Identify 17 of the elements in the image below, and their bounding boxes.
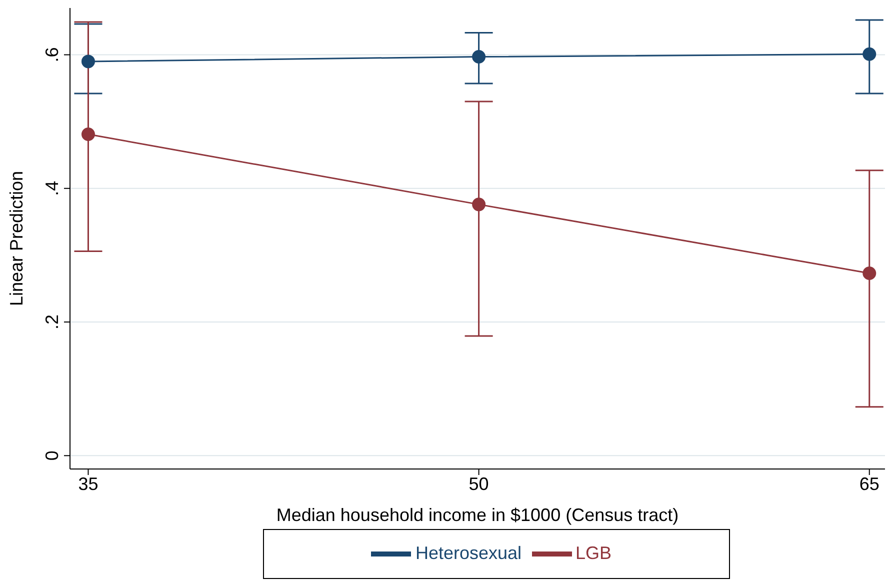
x-tick-label: 50	[468, 474, 489, 494]
point	[862, 266, 876, 280]
y-tick-label: .6	[42, 47, 62, 62]
y-axis-title: Linear Prediction	[6, 170, 26, 306]
point	[862, 47, 876, 61]
point	[81, 54, 95, 68]
y-tick-label: 0	[42, 450, 62, 461]
point	[472, 50, 486, 64]
point	[81, 128, 95, 142]
x-axis-title: Median household income in $1000 (Census tract)	[276, 505, 679, 525]
legend-label: LGB	[576, 542, 612, 563]
x-tick-label: 65	[859, 474, 880, 494]
y-tick-label: .2	[42, 314, 62, 330]
legend-label: Heterosexual	[415, 542, 522, 563]
point	[472, 198, 486, 212]
y-tick-label: .4	[42, 180, 62, 196]
x-tick-label: 35	[78, 474, 98, 494]
